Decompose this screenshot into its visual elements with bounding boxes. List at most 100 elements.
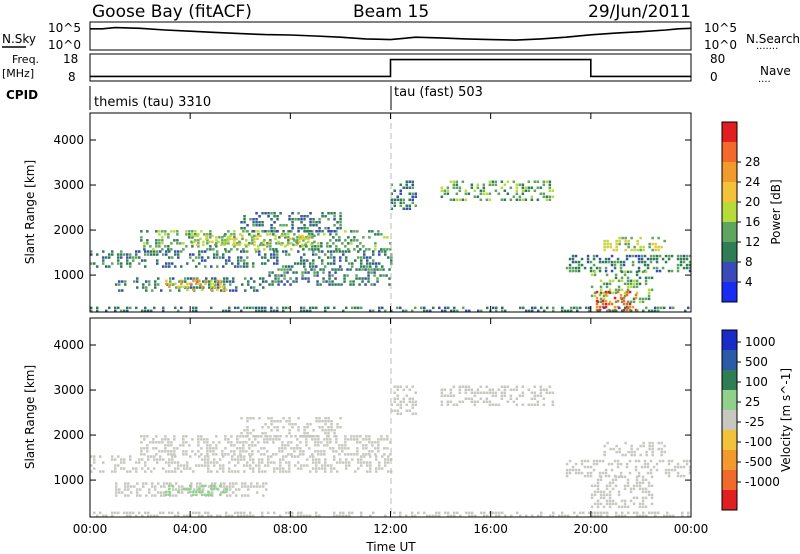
echo-cell bbox=[378, 306, 381, 310]
echo-cell bbox=[377, 441, 380, 444]
echo-cell bbox=[642, 245, 645, 249]
echo-cell bbox=[210, 279, 213, 283]
echo-cell bbox=[216, 250, 219, 253]
echo-cell bbox=[159, 511, 162, 515]
echo-cell bbox=[623, 291, 627, 295]
echo-cell bbox=[632, 297, 636, 301]
echo-cell bbox=[609, 309, 612, 313]
echo-cell bbox=[539, 388, 543, 391]
echo-cell bbox=[264, 464, 267, 467]
echo-cell bbox=[350, 438, 353, 441]
echo-cell bbox=[198, 253, 201, 256]
echo-cell bbox=[135, 250, 138, 253]
echo-cell bbox=[242, 444, 245, 447]
echo-cell bbox=[366, 262, 369, 265]
echo-cell bbox=[324, 417, 327, 420]
echo-cell bbox=[603, 444, 606, 448]
echo-cell bbox=[641, 505, 645, 509]
echo-cell bbox=[273, 212, 276, 215]
echo-cell bbox=[339, 514, 342, 518]
echo-cell bbox=[246, 426, 249, 429]
echo-cell bbox=[637, 260, 641, 264]
echo-cell bbox=[342, 461, 345, 464]
echo-cell bbox=[279, 470, 282, 473]
echo-cell bbox=[298, 240, 301, 244]
echo-cell bbox=[270, 230, 273, 233]
echo-cell bbox=[620, 300, 624, 304]
echo-cell bbox=[624, 239, 627, 243]
echo-cell bbox=[682, 459, 686, 463]
echo-cell bbox=[461, 180, 465, 183]
echo-cell bbox=[283, 277, 286, 280]
echo-cell bbox=[182, 444, 185, 447]
echo-cell bbox=[491, 180, 495, 183]
echo-cell bbox=[177, 464, 180, 467]
echo-cell bbox=[207, 467, 210, 470]
echo-cell bbox=[378, 309, 381, 313]
echo-cell bbox=[291, 221, 294, 224]
echo-cell bbox=[274, 280, 277, 283]
echo-cell bbox=[346, 274, 349, 277]
echo-cell bbox=[246, 461, 249, 464]
echo-cell bbox=[114, 306, 117, 310]
echo-cell bbox=[321, 259, 324, 262]
echo-cell bbox=[303, 429, 306, 432]
echo-cell bbox=[362, 245, 365, 248]
echo-cell bbox=[643, 465, 647, 469]
echo-cell bbox=[314, 245, 317, 248]
echo-cell bbox=[345, 250, 348, 253]
echo-cell bbox=[228, 259, 231, 262]
echo-cell bbox=[617, 475, 621, 479]
echo-cell bbox=[264, 262, 267, 265]
echo-cell bbox=[188, 230, 191, 233]
echo-cell bbox=[540, 306, 543, 310]
echo-cell bbox=[297, 455, 300, 458]
echo-cell bbox=[170, 230, 173, 233]
echo-cell bbox=[441, 309, 444, 313]
echo-cell bbox=[201, 285, 204, 289]
echo-cell bbox=[288, 420, 291, 423]
echo-cell bbox=[420, 306, 423, 310]
echo-cell bbox=[167, 453, 170, 456]
echo-cell bbox=[449, 198, 453, 201]
echo-cell bbox=[321, 262, 324, 265]
echo-cell bbox=[309, 455, 312, 458]
echo-cell bbox=[165, 470, 168, 473]
echo-cell bbox=[273, 250, 276, 253]
echo-cell bbox=[670, 459, 674, 463]
echo-cell bbox=[669, 306, 672, 310]
x-tick-label: 20:00 bbox=[574, 522, 609, 536]
echo-cell bbox=[309, 218, 312, 221]
echo-cell bbox=[127, 494, 130, 497]
echo-cell bbox=[539, 192, 543, 195]
echo-cell bbox=[522, 306, 525, 310]
echo-cell bbox=[313, 240, 316, 244]
echo-cell bbox=[338, 236, 341, 239]
echo-cell bbox=[162, 309, 165, 313]
echo-cell bbox=[161, 236, 164, 239]
echo-cell bbox=[318, 221, 321, 224]
echo-cell bbox=[604, 269, 608, 273]
echo-cell bbox=[509, 397, 513, 400]
echo-cell bbox=[216, 279, 219, 283]
echo-cell bbox=[161, 248, 164, 251]
echo-cell bbox=[270, 309, 273, 313]
echo-cell bbox=[298, 234, 301, 238]
colorbar-swatch bbox=[722, 162, 737, 183]
echo-cell bbox=[287, 453, 290, 456]
echo-cell bbox=[383, 438, 386, 441]
echo-cell bbox=[611, 487, 615, 491]
echo-cell bbox=[335, 230, 338, 233]
echo-cell bbox=[480, 511, 483, 515]
echo-cell bbox=[210, 487, 213, 491]
echo-cell bbox=[240, 432, 243, 435]
echo-cell bbox=[623, 273, 627, 277]
echo-cell bbox=[167, 438, 170, 441]
echo-cell bbox=[201, 484, 204, 488]
echo-cell bbox=[379, 274, 382, 277]
echo-cell bbox=[192, 253, 195, 256]
echo-cell bbox=[649, 459, 653, 463]
echo-cell bbox=[146, 239, 149, 242]
echo-cell bbox=[476, 400, 480, 403]
echo-cell bbox=[262, 277, 265, 280]
